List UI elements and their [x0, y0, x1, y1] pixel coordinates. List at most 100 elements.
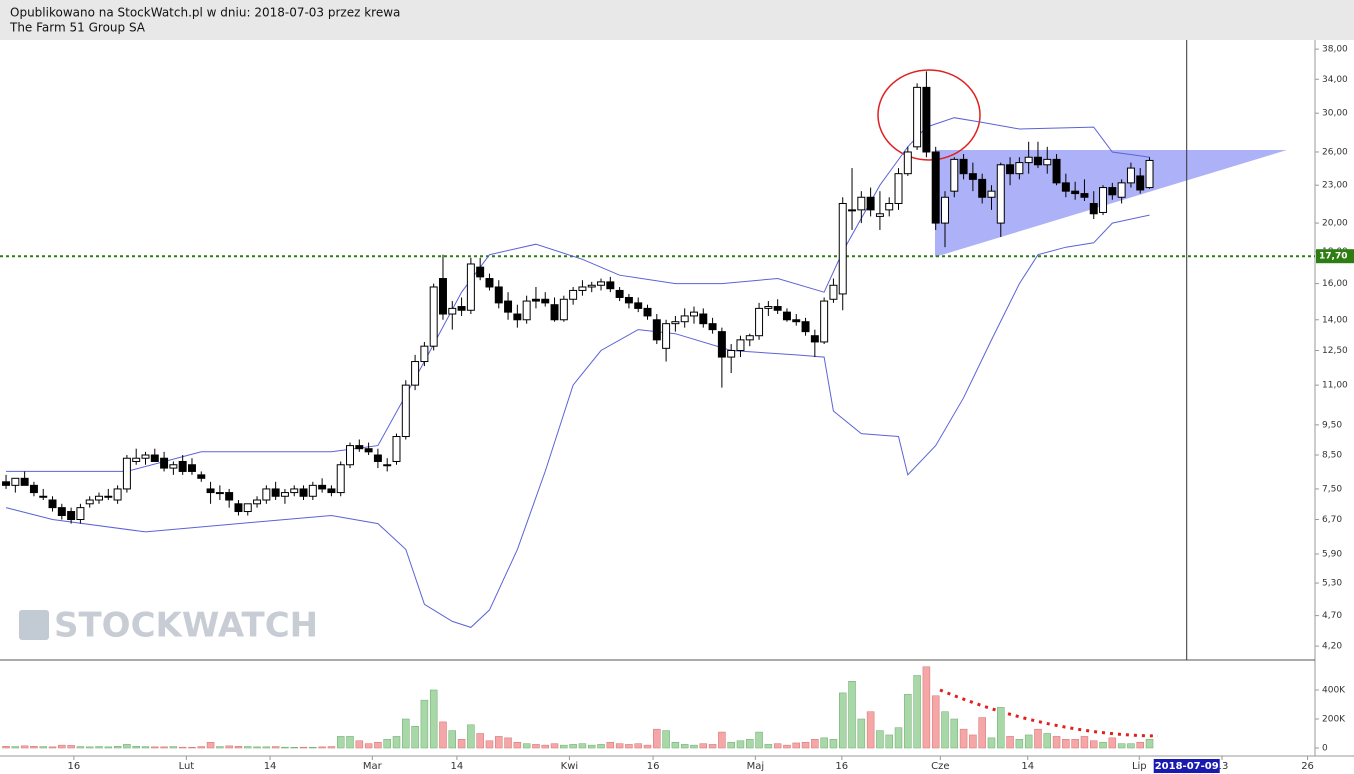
volume-bar: [290, 747, 298, 749]
header-line2: The Farm 51 Group SA: [9, 21, 146, 35]
candle-body: [234, 503, 243, 513]
volume-bar: [764, 744, 773, 749]
candle-body: [438, 278, 447, 315]
candle-body: [429, 286, 438, 347]
volume-bar: [58, 744, 66, 749]
x-tick-label: Kwi: [561, 761, 579, 772]
y-tick-label: 7,50: [1322, 484, 1342, 494]
candle-body: [197, 474, 206, 479]
volume-bar: [476, 733, 484, 749]
candle-body: [1033, 156, 1042, 166]
volume-bar: [318, 746, 326, 749]
y-tick-label: 30,00: [1322, 109, 1348, 119]
volume-bar: [392, 736, 401, 749]
volume-bar: [420, 699, 429, 749]
volume-bar: [104, 746, 113, 749]
candle-body: [996, 164, 1005, 224]
candle-body: [67, 511, 76, 521]
candle-body: [848, 209, 857, 212]
candle-body: [243, 503, 252, 513]
volume-tick-label: 200K: [1322, 715, 1346, 725]
candle-body: [457, 306, 466, 311]
candle-body: [643, 307, 652, 317]
volume-bar: [820, 737, 828, 749]
volume-bar: [309, 747, 317, 749]
candle-body: [959, 158, 968, 175]
y-tick-label: 8,50: [1322, 451, 1342, 461]
candle-body: [48, 499, 57, 509]
bollinger-lower: [5, 214, 1150, 628]
volume-bar: [680, 744, 689, 749]
volume-bar: [718, 731, 726, 749]
cursor-label: 2018-07-09: [1155, 761, 1219, 772]
volume-bar: [541, 744, 549, 749]
candle-body: [485, 278, 494, 288]
candle-body: [1052, 158, 1061, 184]
candle-body: [85, 499, 94, 505]
volume-bar: [1090, 740, 1098, 749]
candle-body: [327, 488, 336, 494]
volume-bar: [662, 730, 670, 749]
volume-bar: [244, 746, 252, 749]
candle-body: [727, 349, 736, 358]
candle-body: [494, 286, 503, 304]
x-tick-label: Lip: [1132, 761, 1147, 772]
volume-bar: [30, 746, 38, 749]
candle-body: [225, 492, 234, 501]
candle-body: [578, 286, 587, 291]
candle-body: [95, 495, 103, 501]
volume-bar: [876, 730, 884, 749]
candle-body: [1108, 187, 1117, 196]
y-tick-label: 14,00: [1322, 315, 1348, 325]
watermark-text: STOCKWATCH: [54, 606, 318, 646]
candle-body: [1136, 175, 1145, 191]
volume-bar: [123, 744, 131, 749]
candle-body: [1015, 162, 1024, 175]
candle-body: [187, 464, 196, 472]
volume-bar: [1099, 741, 1107, 749]
candle-body: [76, 507, 85, 521]
volume-bar: [560, 744, 568, 749]
volume-bar: [355, 740, 364, 749]
candle-body: [857, 196, 866, 211]
x-tick-label: 16: [68, 761, 81, 772]
candle-body: [253, 499, 262, 505]
volume-tick-label: 0: [1322, 744, 1328, 754]
candle-body: [550, 304, 559, 321]
volume-bar: [485, 740, 494, 749]
volume-bar: [829, 739, 838, 749]
candle-body: [466, 263, 475, 311]
volume-bar: [997, 707, 1005, 749]
volume-bar: [532, 744, 540, 749]
candle-body: [522, 300, 531, 321]
y-tick-label: 26,00: [1322, 147, 1348, 157]
volume-bar: [838, 692, 847, 749]
candle-body: [541, 298, 550, 304]
volume-bar: [1136, 741, 1144, 749]
candle-body: [792, 319, 801, 323]
volume-bar: [792, 742, 800, 749]
volume-bar: [755, 731, 763, 749]
candle-body: [57, 507, 66, 516]
level-label: 17,70: [1319, 252, 1347, 262]
candle-body: [662, 323, 671, 349]
level-label-box: [1316, 249, 1354, 264]
y-tick-label: 5,30: [1322, 579, 1342, 589]
x-tick-label: Maj: [747, 761, 765, 772]
volume-bar: [578, 743, 587, 749]
volume-bar: [1034, 728, 1042, 749]
candle-body: [755, 307, 764, 337]
candle-body: [373, 454, 382, 462]
candle-body: [1089, 202, 1098, 215]
cursor-label-box: [1153, 759, 1220, 773]
candle-body: [318, 484, 327, 490]
candle-body: [838, 202, 847, 295]
volume-bar: [439, 721, 447, 749]
candle-body: [513, 313, 522, 321]
watermark: STOCKWATCH: [19, 606, 318, 646]
volume-bar: [234, 746, 243, 749]
candle-body: [652, 319, 661, 341]
volume-bar: [987, 737, 996, 749]
candle-body: [624, 296, 633, 304]
x-tick-label: 14: [451, 761, 464, 772]
